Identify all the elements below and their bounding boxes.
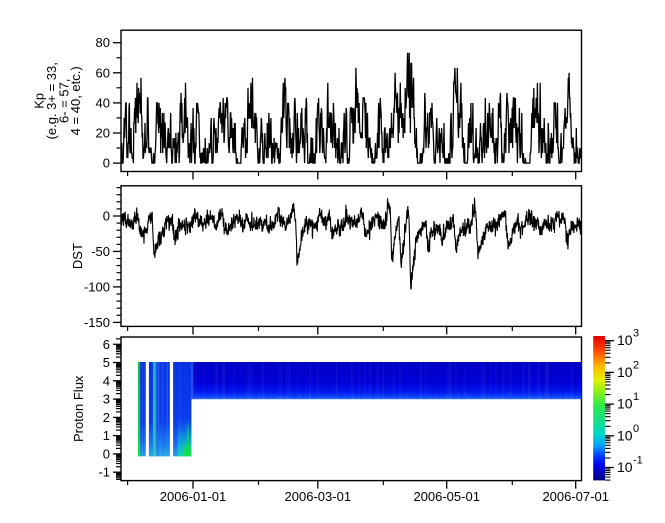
svg-text:80: 80 — [96, 35, 110, 50]
svg-text:10: 10 — [617, 427, 633, 443]
svg-text:3: 3 — [103, 392, 110, 407]
svg-text:2006-05-01: 2006-05-01 — [413, 489, 480, 504]
svg-text:4: 4 — [103, 373, 110, 388]
svg-text:10: 10 — [617, 332, 633, 348]
svg-text:10: 10 — [617, 396, 633, 412]
svg-text:-50: -50 — [91, 244, 110, 259]
svg-text:2006-01-01: 2006-01-01 — [160, 489, 227, 504]
svg-text:2: 2 — [103, 410, 110, 425]
svg-text:5: 5 — [103, 355, 110, 370]
svg-text:0: 0 — [103, 209, 110, 224]
svg-text:6- = 57,: 6- = 57, — [57, 79, 72, 123]
svg-text:-100: -100 — [84, 279, 110, 294]
svg-text:20: 20 — [96, 126, 110, 141]
svg-text:Kp: Kp — [32, 93, 47, 109]
svg-text:-1: -1 — [633, 455, 643, 467]
svg-text:0: 0 — [633, 423, 639, 435]
svg-text:4 = 40, etc.): 4 = 40, etc.) — [68, 66, 83, 135]
svg-text:6: 6 — [103, 337, 110, 352]
svg-text:Proton Flux: Proton Flux — [71, 375, 86, 442]
svg-text:2: 2 — [633, 359, 639, 371]
svg-text:0: 0 — [103, 156, 110, 171]
svg-text:10: 10 — [617, 364, 633, 380]
svg-text:3: 3 — [633, 328, 639, 340]
svg-text:-1: -1 — [98, 465, 110, 480]
svg-text:0: 0 — [103, 446, 110, 461]
svg-text:1: 1 — [103, 428, 110, 443]
svg-text:DST: DST — [70, 243, 85, 269]
svg-text:2006-07-01: 2006-07-01 — [542, 489, 609, 504]
svg-text:10: 10 — [617, 459, 633, 475]
svg-text:60: 60 — [96, 65, 110, 80]
svg-text:2006-03-01: 2006-03-01 — [285, 489, 352, 504]
svg-text:(e.g. 3+ = 33,: (e.g. 3+ = 33, — [44, 62, 59, 139]
svg-text:-150: -150 — [84, 315, 110, 330]
svg-text:1: 1 — [633, 391, 639, 403]
svg-text:40: 40 — [96, 95, 110, 110]
